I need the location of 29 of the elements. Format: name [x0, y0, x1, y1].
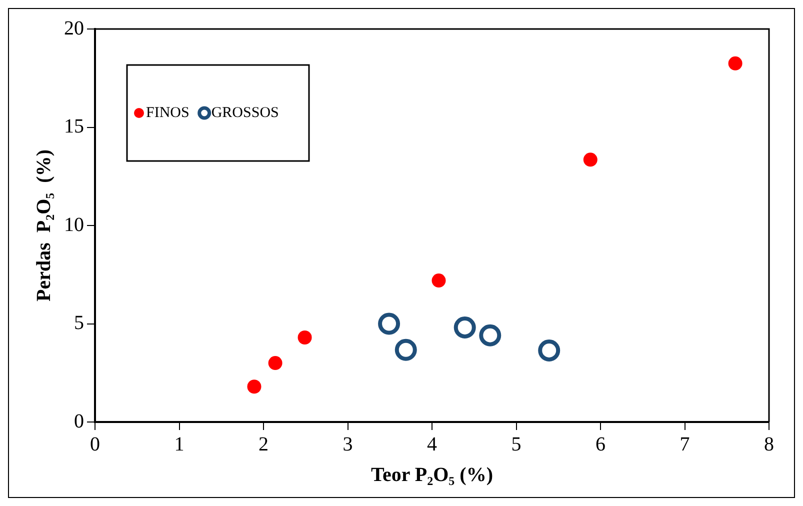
point — [432, 274, 446, 288]
y-tick-label: 10 — [64, 214, 84, 236]
point — [394, 338, 417, 361]
x-axis-title: Teor P₂O₅ (%) — [371, 464, 493, 486]
y-tick-label: 20 — [64, 17, 84, 40]
x-tick-label: 2 — [258, 433, 268, 456]
legend-label: FINOS — [146, 104, 190, 121]
point — [538, 339, 560, 362]
x-tick-label: 8 — [764, 433, 774, 456]
point — [479, 324, 502, 346]
y-tick-label: 5 — [74, 312, 84, 334]
point — [728, 56, 742, 70]
x-tick-label: 0 — [90, 433, 100, 456]
x-tick-label: 5 — [511, 433, 522, 456]
legend-label: GROSSOS — [211, 104, 279, 121]
x-tick-label: 7 — [680, 433, 690, 456]
y-tick-label: 0 — [74, 410, 84, 432]
point — [583, 152, 598, 167]
y-axis-title: Perdas P₂O₅ (%) — [33, 150, 56, 302]
point — [247, 380, 262, 394]
point — [298, 330, 312, 345]
x-tick-label: 1 — [174, 433, 184, 456]
point — [454, 316, 476, 338]
x-tick-label: 3 — [342, 433, 353, 456]
point — [378, 312, 400, 335]
x-tick-label: 6 — [596, 433, 606, 456]
point — [268, 356, 282, 370]
x-tick-label: 4 — [427, 433, 437, 456]
y-tick-label: 15 — [64, 116, 84, 138]
